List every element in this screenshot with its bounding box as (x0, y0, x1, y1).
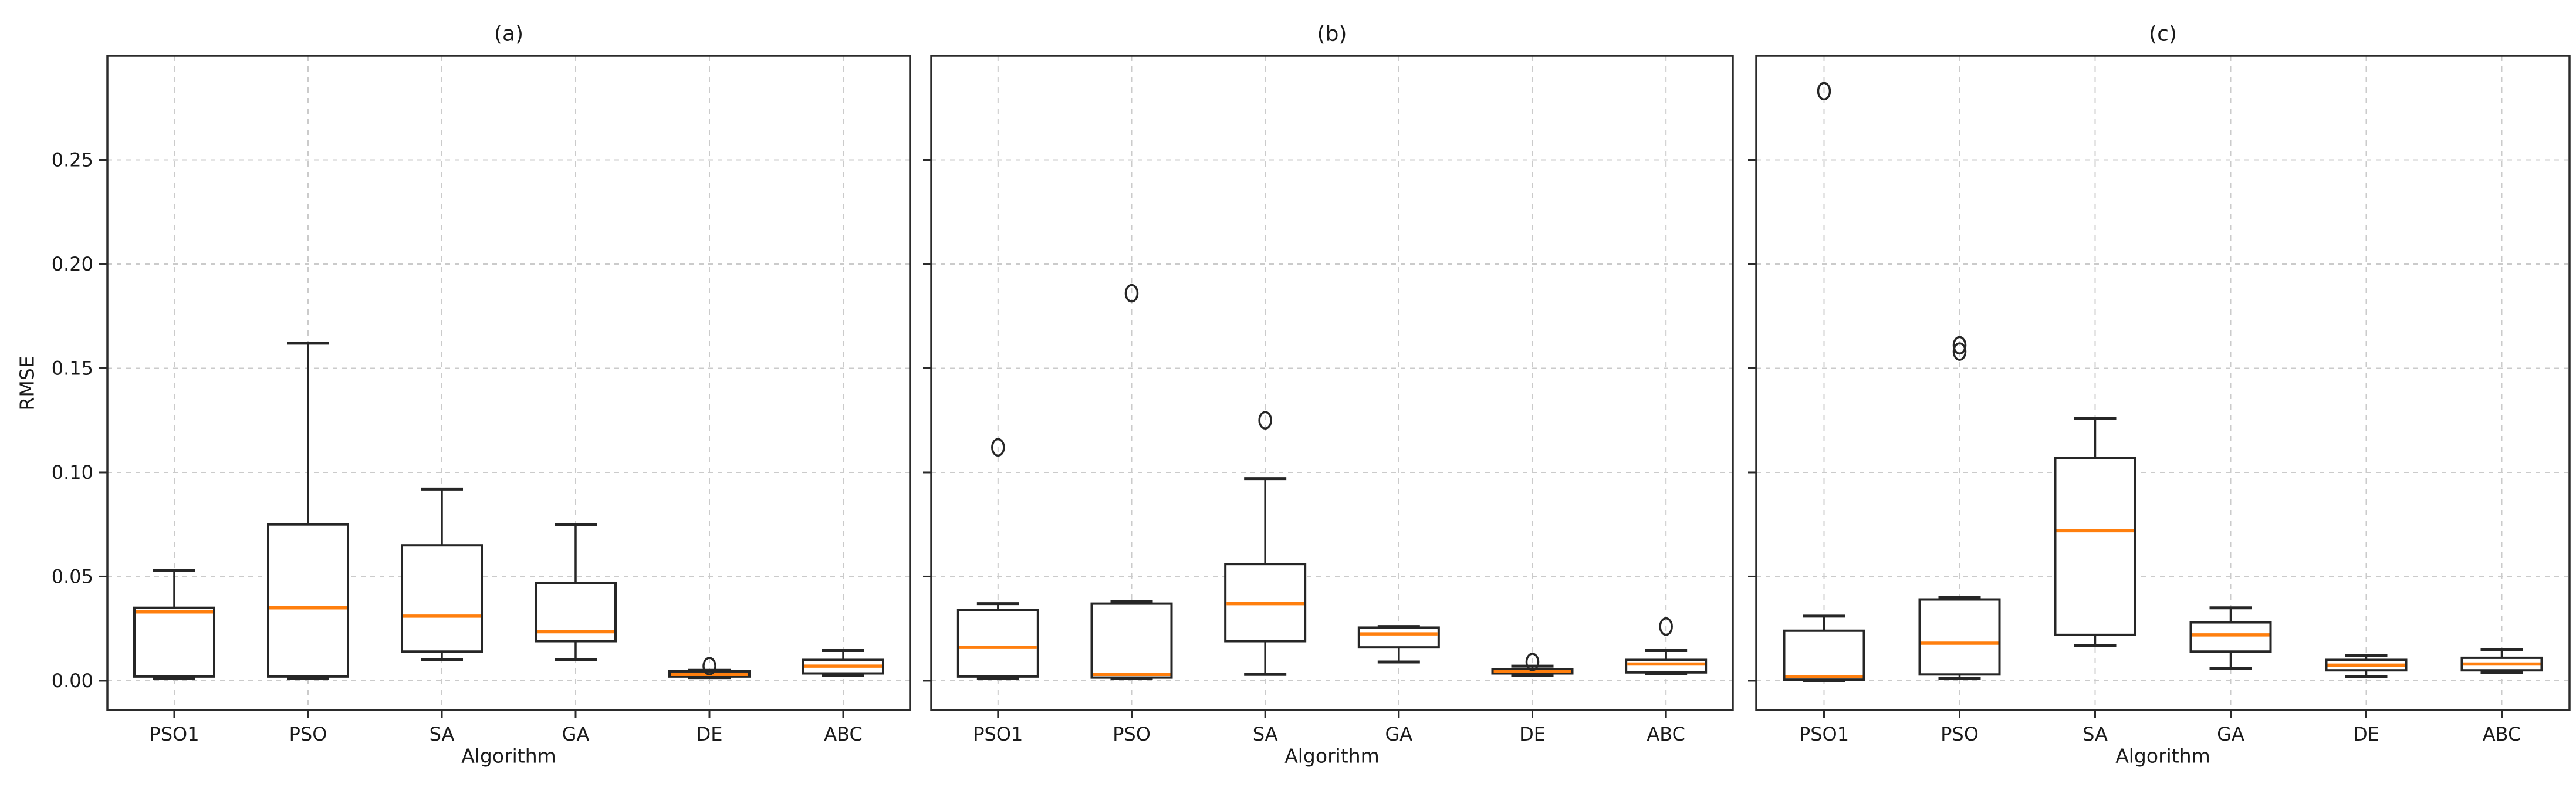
x-tick-label-SA: SA (430, 723, 455, 745)
box-ABC (2460, 648, 2543, 674)
iqr-box (1090, 602, 1173, 679)
outlier-point (1258, 411, 1272, 430)
box-PSO1 (956, 438, 1039, 680)
outlier-point (991, 438, 1005, 457)
x-tick-label-ABC: ABC (824, 723, 863, 745)
x-tick-label-DE: DE (1519, 723, 1546, 745)
y-tick-label: 0.25 (52, 148, 93, 171)
axes-frame (1755, 55, 2571, 711)
outlier-point (1525, 653, 1540, 671)
y-axis-label: RMSE (15, 356, 39, 411)
box-SA (1224, 411, 1307, 676)
axes-frame (106, 55, 911, 711)
box-ABC (802, 648, 884, 677)
subplot-b: PSO1 PSO SA GA DE ABC (923, 55, 1734, 745)
outlier-point (1124, 283, 1139, 303)
y-tick-label: 0.05 (52, 565, 93, 587)
axes-frame (930, 55, 1734, 711)
x-tick-label-PSO1: PSO1 (973, 723, 1023, 745)
iqr-box (267, 523, 349, 678)
box-PSO (1918, 336, 2001, 680)
outlier-point (702, 657, 716, 675)
x-tick-label-GA: GA (562, 723, 590, 745)
y-tick-label: 0.10 (52, 461, 93, 484)
box-DE (1491, 653, 1574, 677)
x-tick-label-ABC: ABC (2483, 723, 2521, 745)
box-ABC (1625, 617, 1708, 675)
iqr-box (401, 544, 483, 653)
box-PSO (1090, 283, 1173, 680)
box-GA (535, 523, 617, 661)
x-tick-label-PSO: PSO (1113, 723, 1151, 745)
outlier-point (1952, 336, 1967, 355)
outlier-point (1659, 617, 1673, 636)
outlier-point (1817, 82, 1831, 101)
box-GA (2189, 606, 2272, 670)
subplot-c-title: (c) (2149, 22, 2177, 46)
iqr-box (1783, 629, 1865, 681)
iqr-box (1357, 626, 1440, 649)
box-SA (2054, 417, 2136, 647)
x-tick-label-DE: DE (697, 723, 723, 745)
iqr-box (2189, 621, 2272, 653)
y-tick-label: 0.15 (52, 357, 93, 379)
x-tick-label-SA: SA (1253, 723, 1278, 745)
x-tick-label-PSO1: PSO1 (149, 723, 199, 745)
box-PSO1 (1783, 82, 1865, 682)
subplot-b-title: (b) (1317, 22, 1347, 46)
box-PSO1 (133, 569, 215, 680)
subplot-a-xlabel: Algorithm (461, 744, 556, 768)
iqr-box (2054, 457, 2136, 636)
box-PSO (267, 342, 349, 680)
x-tick-label-PSO1: PSO1 (1799, 723, 1849, 745)
x-tick-label-PSO: PSO (1941, 723, 1979, 745)
x-tick-label-DE: DE (2353, 723, 2379, 745)
x-tick-label-GA: GA (2217, 723, 2244, 745)
x-tick-label-PSO: PSO (289, 723, 327, 745)
box-SA (401, 487, 483, 661)
x-tick-label-SA: SA (2083, 723, 2108, 745)
x-tick-label-GA: GA (1385, 723, 1412, 745)
iqr-box (1918, 598, 2001, 676)
subplot-a-title: (a) (493, 22, 524, 46)
subplot-c-xlabel: Algorithm (2115, 744, 2210, 768)
box-GA (1357, 625, 1440, 664)
iqr-box (1625, 658, 1708, 674)
subplot-a: 0.00 0.05 0.10 0.15 0.20 0.25 PSO1 PSO SA GA DE ABC (52, 55, 911, 745)
subplot-c: PSO1 PSO SA GA DE ABC (1748, 55, 2571, 745)
iqr-box (133, 606, 215, 678)
y-tick-label: 0.00 (52, 670, 93, 692)
y-tick-label: 0.20 (52, 253, 93, 275)
outlier-point (1952, 342, 1967, 361)
iqr-box (956, 609, 1039, 678)
subplot-b-xlabel: Algorithm (1284, 744, 1380, 768)
box-DE (668, 657, 751, 680)
x-tick-label-ABC: ABC (1647, 723, 1685, 745)
box-DE (2325, 654, 2408, 678)
